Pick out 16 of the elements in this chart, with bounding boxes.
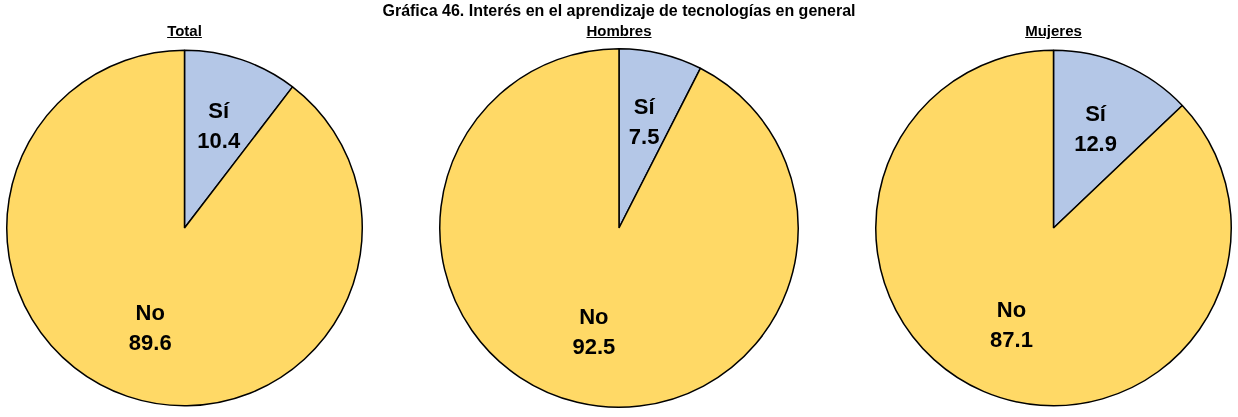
slice-label: No xyxy=(579,303,609,329)
data-label: 87.1 xyxy=(990,327,1033,353)
slice-label: No xyxy=(135,300,165,326)
chart-subtitle: Hombres xyxy=(585,22,653,41)
chart-subtitle: Total xyxy=(166,22,203,41)
data-label: 10.4 xyxy=(197,128,241,154)
data-label: 12.9 xyxy=(1074,131,1117,157)
slice-label: Sí xyxy=(633,94,656,120)
data-label: 89.6 xyxy=(128,330,172,356)
data-label: 92.5 xyxy=(572,333,616,359)
chart-subtitle: Mujeres xyxy=(1024,22,1083,41)
slice-label: No xyxy=(996,297,1027,323)
slice-label: Sí xyxy=(208,98,230,124)
chart-title: Gráfica 46. Interés en el aprendizaje de tecnologías en general xyxy=(381,2,857,21)
slice-label: Sí xyxy=(1085,101,1107,127)
data-label: 7.5 xyxy=(628,124,660,150)
